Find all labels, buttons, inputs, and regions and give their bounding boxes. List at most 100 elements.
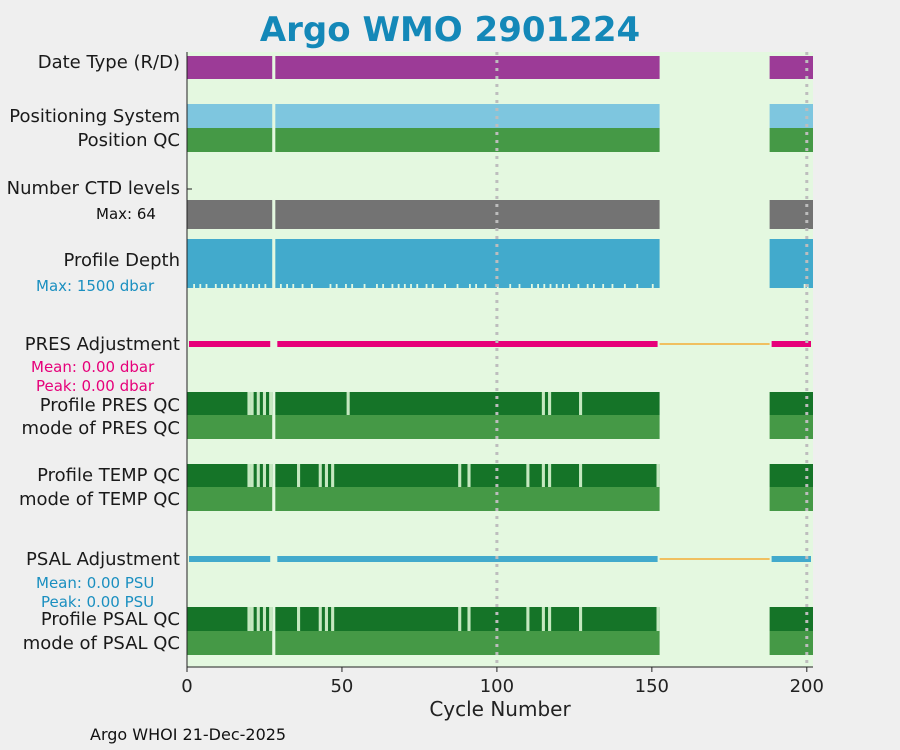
depth-notch-19 [245,284,248,288]
x-tick-label-150: 150 [635,676,669,697]
depth-notch-13 [227,284,230,288]
profile_psal_qc-light-cycle-23 [256,607,260,631]
depth-notch-119 [555,284,558,288]
depth-notch-131 [592,284,595,288]
footer-credit: Argo WHOI 21-Dec-2025 [90,725,287,744]
depth-notch-134 [602,284,605,288]
profile_psal_qc-light-cycle-115 [541,607,545,631]
mode_psal_qc-bar-2 [769,631,813,655]
depth-notch-57 [363,284,366,288]
ctd-max-note: Max: 64 [96,205,156,223]
psal-mean-note: Mean: 0.00 PSU [36,574,155,592]
label-profile-psal-qc: Profile PSAL QC [40,609,180,630]
depth-notch-40 [310,284,313,288]
label-mode-temp-qc: mode of TEMP QC [18,489,180,510]
x-tick-label-200: 200 [790,676,824,697]
depth-notch-91 [469,284,471,288]
depth-notch-117 [549,284,552,288]
positioning-bar-0 [187,104,273,128]
profile_depth-bar-1 [275,239,660,288]
profile_psal_qc-light-cycle-117 [548,607,552,631]
depth-notch-107 [518,284,521,288]
positioning-bar-1 [275,104,660,128]
profile_temp_qc-light-cycle-27 [269,464,273,487]
profile_temp_qc-bar-2 [769,464,813,487]
depth-notch-15 [233,284,236,288]
profile_temp_qc-light-cycle-23 [256,464,260,487]
depth-notch-74 [416,284,419,288]
depth-notch-77 [425,284,428,288]
depth-notch-79 [431,284,434,288]
x-tick-label-100: 100 [480,676,514,697]
depth-notch-93 [475,284,478,288]
depth-notch-23 [258,284,261,288]
profile_psal_qc-light-cycle-20 [247,607,251,631]
profile_psal_qc-light-cycle-91 [467,607,471,631]
depth-notch-51 [345,284,347,288]
chart-title: Argo WMO 2901224 [259,10,641,50]
depth-notch-70 [403,284,406,288]
depth-notch-113 [537,284,539,288]
profile_temp_qc-light-cycle-43 [318,464,322,487]
depth-notch-46 [329,284,332,288]
profile_psal_qc-light-cycle-152 [656,607,660,631]
ctd_levels-bar-0 [187,200,273,229]
mode_pres_qc-bar-2 [769,415,813,439]
label-positioning-system: Positioning System [9,106,180,127]
x-tick-label-0: 0 [181,676,192,697]
depth-max-note: Max: 1500 dbar [36,277,155,295]
profile_psal_qc-light-cycle-21 [250,607,254,631]
profile_psal_qc-bar-2 [769,607,813,631]
date_type-bar-2 [769,56,813,79]
depth-notch-126 [577,284,580,288]
pres_adjustment-segment-1 [277,341,658,347]
position_qc-bar-0 [187,128,273,152]
profile_pres_qc-light-cycle-115 [541,392,545,415]
profile_temp_qc-light-cycle-47 [331,464,335,487]
profile_temp_qc-light-cycle-88 [458,464,462,487]
depth-notch-104 [509,284,512,288]
depth-notch-141 [623,284,626,288]
depth-notch-129 [586,284,589,288]
profile_temp_qc-light-cycle-25 [262,464,267,487]
ctd_levels-bar-1 [275,200,660,229]
label-profile-depth: Profile Depth [63,250,180,271]
profile_temp_qc-light-cycle-36 [297,464,301,487]
label-profile-pres-qc: Profile PRES QC [39,395,180,416]
label-mode-psal-qc: mode of PSAL QC [22,633,180,654]
depth-notch-199 [803,284,806,288]
profile_psal_qc-light-cycle-25 [262,607,267,631]
profile_temp_qc-light-cycle-110 [526,464,530,487]
label-profile-temp-qc: Profile TEMP QC [37,465,180,486]
position_qc-bar-1 [275,128,660,152]
depth-notch-37 [301,284,304,288]
profile_pres_qc-light-cycle-25 [262,392,267,415]
depth-notch-30 [279,284,282,288]
x-axis-label: Cycle Number [429,697,571,721]
pres_adjustment-segment-2 [771,341,811,347]
depth-notch-17 [239,284,242,288]
label-mode-pres-qc: mode of PRES QC [21,418,180,439]
depth-notch-61 [376,284,378,288]
profile_psal_qc-light-cycle-110 [526,607,530,631]
profile_pres_qc-light-cycle-23 [256,392,260,415]
profile_pres_qc-light-cycle-21 [250,392,254,415]
mode_temp_qc-bar-2 [769,487,813,511]
mode_psal_qc-bar-0 [187,631,273,655]
profile_psal_qc-light-cycle-27 [269,607,273,631]
depth-notch-137 [611,284,614,288]
mode_temp_qc-bar-0 [187,487,273,511]
profile_pres_qc-light-cycle-27 [269,392,273,415]
profile_psal_qc-light-cycle-43 [318,607,322,631]
depth-notch-121 [561,284,564,288]
profile_psal_qc-light-cycle-88 [458,607,462,631]
depth-notch-11 [221,284,223,288]
depth-notch-115 [543,284,546,288]
depth-notch-2 [193,284,195,288]
depth-notch-150 [651,284,654,288]
profile_psal_qc-light-cycle-47 [331,607,335,631]
mode_pres_qc-bar-1 [275,415,660,439]
date_type-bar-0 [187,56,273,79]
label-position-qc: Position QC [77,130,180,151]
profile_temp_qc-light-cycle-115 [541,464,545,487]
